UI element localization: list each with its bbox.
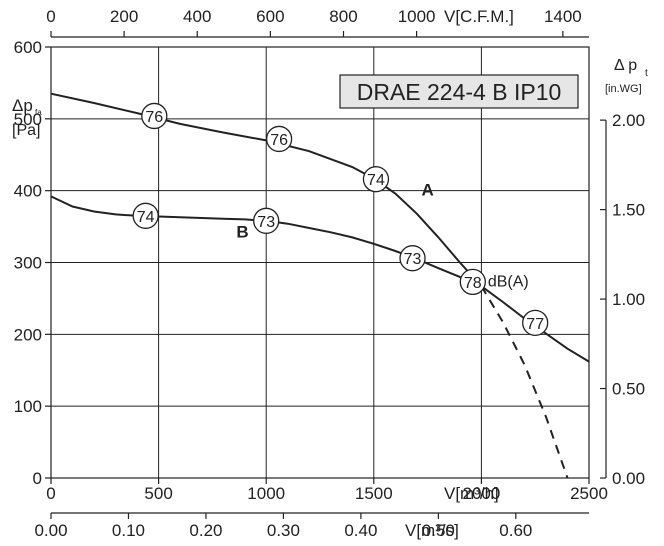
right-tick-label: 0.50 [612, 380, 645, 399]
m3s-tick-label: 0.00 [34, 521, 67, 540]
x-tick-label: 1000 [247, 484, 285, 503]
y-axis: 0 100 200 300 400 500 600 [14, 38, 51, 488]
y-axis-label-main: Δp [12, 96, 33, 115]
top-tick-label: 800 [329, 7, 357, 26]
noise-marker-circle [253, 207, 280, 234]
m3s-tick-label: 0.20 [189, 521, 222, 540]
noise-marker-value: 76 [270, 132, 288, 149]
noise-markers: 76 76 74 74 73 73 78 77 [132, 102, 549, 336]
noise-marker-circle [132, 202, 159, 229]
m3s-tick-label: 0.40 [344, 521, 377, 540]
series-labels: AB [236, 181, 433, 242]
noise-marker-circle [459, 268, 486, 296]
y-tick-label: 500 [14, 110, 42, 129]
noise-marker-value: 74 [367, 172, 385, 189]
noise-marker: 73 [253, 207, 280, 234]
top-tick-label: 1400 [544, 7, 582, 26]
y-axis-label: Δp fa [Pa] [12, 96, 42, 139]
noise-marker-value: 78 [464, 275, 482, 292]
title-box: DRAE 224-4 B IP10 [339, 74, 579, 109]
top-axis-cfm: 0 200 400 600 800 1000 1400 [46, 7, 589, 38]
noise-marker: 78 [459, 268, 486, 296]
noise-marker: 73 [399, 245, 426, 272]
right-tick-label: 2.00 [612, 111, 645, 130]
series-a-line [50, 92, 590, 363]
bottom-axis-m3s: 0.00 0.10 0.20 0.30 0.40 0.50 0.60 [34, 512, 589, 540]
x-tick-label: 1500 [355, 484, 393, 503]
noise-marker-circle [362, 166, 390, 193]
top-axis-label: V[C.F.M.] [444, 7, 514, 26]
noise-marker-circle [141, 102, 168, 130]
y-tick-label: 100 [14, 397, 42, 416]
m3s-tick-label: 0.30 [267, 521, 300, 540]
series-label-b: B [236, 222, 248, 241]
right-axis-inwg: 0.00 0.50 1.00 1.50 2.00 [600, 111, 645, 488]
right-tick-label: 0.00 [612, 469, 645, 488]
x-axis-label: V[m³/h] [444, 484, 499, 503]
m3s-tick-label: 0.10 [112, 521, 145, 540]
noise-marker: 74 [132, 202, 159, 229]
y-axis-label-unit: [Pa] [12, 122, 40, 139]
noise-marker: 76 [141, 102, 168, 130]
right-tick-label: 1.50 [612, 201, 645, 220]
m3s-tick-label: 0.50 [422, 521, 455, 540]
right-axis-label-sub: t [645, 68, 648, 79]
title-box-frame [339, 74, 579, 109]
right-axis-label: Δ p t [in.WG] [605, 57, 648, 95]
top-tick-label: 1000 [398, 7, 436, 26]
m3s-tick-label: 0.60 [499, 521, 532, 540]
noise-marker-circle [522, 309, 549, 336]
y-tick-label: 200 [14, 325, 42, 344]
y-tick-label: 300 [14, 254, 42, 273]
right-tick-label: 1.00 [612, 290, 645, 309]
x-tick-label: 0 [46, 484, 55, 503]
noise-marker-circle [265, 125, 293, 153]
x-tick-label: 2500 [570, 484, 608, 503]
noise-marker-circle [399, 245, 426, 272]
top-tick-label: 600 [256, 7, 284, 26]
y-tick-label: 600 [14, 38, 42, 57]
noise-marker: 76 [265, 125, 293, 153]
top-tick-label: 400 [183, 7, 211, 26]
noise-marker: 77 [522, 309, 549, 336]
y-axis-label-sub: fa [35, 108, 42, 117]
series-label-a: A [421, 181, 433, 200]
dba-annotation: dB(A) [488, 273, 529, 290]
grid [51, 47, 589, 478]
bottom-axis-m3s-label: V[m³/s] [405, 521, 459, 540]
x-tick-label: 2000 [462, 484, 500, 503]
noise-marker-value: 73 [404, 251, 422, 268]
noise-marker-value: 77 [526, 316, 544, 333]
top-tick-label: 200 [110, 7, 138, 26]
right-axis-label-unit: [in.WG] [605, 83, 642, 95]
y-tick-label: 0 [33, 469, 42, 488]
chart-title: DRAE 224-4 B IP10 [357, 79, 562, 105]
noise-marker-value: 74 [137, 209, 155, 226]
noise-marker-value: 73 [257, 214, 275, 231]
noise-marker: 74 [362, 166, 390, 193]
y-tick-label: 400 [14, 182, 42, 201]
x-axis: 0 500 1000 1500 2000 2500 [46, 478, 608, 503]
series-extension-line [480, 285, 569, 479]
right-axis-label-main: Δ p [614, 57, 637, 74]
top-tick-label: 0 [46, 7, 55, 26]
x-tick-label: 500 [144, 484, 172, 503]
noise-marker-value: 76 [145, 109, 163, 126]
